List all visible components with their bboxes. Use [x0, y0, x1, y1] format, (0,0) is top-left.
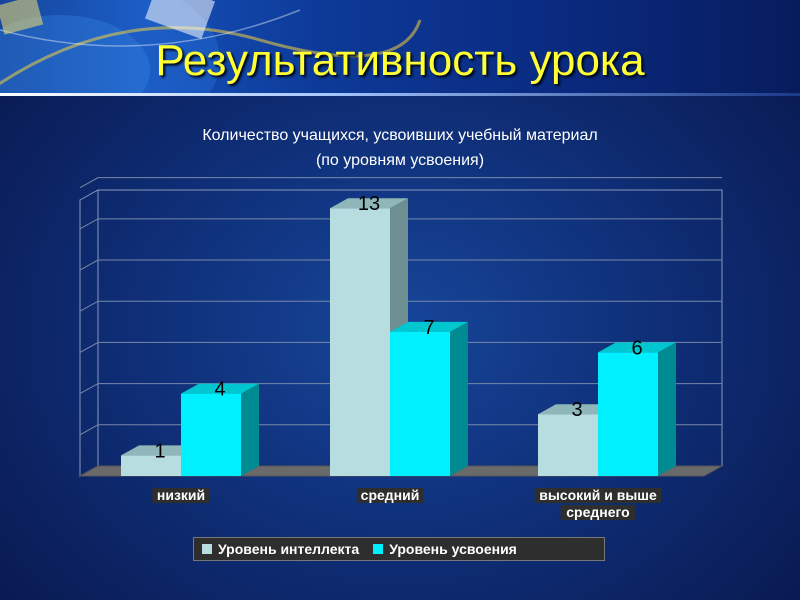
- gridline: [79, 341, 722, 353]
- legend-label-series-2: Уровень усвоения: [389, 541, 517, 557]
- category-label-3-line-1: высокий и выше: [539, 487, 657, 503]
- data-label-s1-c1: 1: [154, 440, 165, 462]
- bar-side-s2-c1: [241, 383, 259, 476]
- bar-s1-c1: [121, 455, 181, 476]
- legend-swatch-series-1: [202, 544, 212, 554]
- bar-s1-c3: [538, 414, 598, 476]
- category-label-1-line-1: низкий: [157, 487, 205, 503]
- bar-top-s2-c2: [390, 321, 468, 332]
- bar-top-s1-c3: [538, 404, 616, 415]
- header-decoration: [0, 0, 422, 95]
- bar-s1-c2: [330, 208, 390, 476]
- header-banner: Результативность урока: [0, 0, 800, 95]
- bar-top-s1-c2: [330, 198, 408, 209]
- data-label-s1-c2: 13: [358, 193, 380, 215]
- bar-top-s2-c3: [598, 342, 676, 353]
- legend-label-series-1: Уровень интеллекта: [218, 541, 360, 557]
- category-label-bg: [152, 488, 210, 503]
- chart-title-line-1: Количество учащихся, усвоивших учебный м…: [202, 127, 598, 144]
- data-label-s2-c3: 6: [631, 337, 642, 359]
- data-label-s2-c1: 4: [214, 379, 225, 401]
- gridline: [79, 259, 722, 271]
- chart-legend: Уровень интеллекта Уровень усвоения: [193, 537, 605, 561]
- chart-title-line-2: (по уровням усвоения): [315, 152, 485, 169]
- category-label-bg: [560, 505, 636, 520]
- gridline: [79, 177, 722, 189]
- category-label-bg: [356, 488, 424, 503]
- bar-top-s2-c1: [181, 383, 259, 394]
- category-label-bg: [534, 488, 662, 503]
- gridline: [79, 424, 722, 436]
- bar-top-s1-c1: [121, 445, 199, 456]
- bar-s2-c2: [390, 331, 450, 476]
- gridline: [79, 383, 722, 395]
- bar-s2-c3: [598, 352, 658, 476]
- bar-s2-c1: [181, 393, 241, 476]
- bar-side-s2-c2: [450, 321, 468, 476]
- data-label-s1-c3: 3: [571, 399, 582, 421]
- bar-side-s2-c3: [658, 342, 676, 476]
- legend-item-series-2: Уровень усвоения: [373, 541, 517, 557]
- page-title: Результативность урока: [155, 36, 645, 85]
- category-label-2-line-1: средний: [361, 487, 420, 503]
- gridline: [79, 300, 722, 312]
- legend-item-series-1: Уровень интеллекта: [202, 541, 359, 557]
- gridline: [79, 218, 722, 230]
- category-label-3-line-2: среднего: [566, 504, 629, 520]
- chart-title: Количество учащихся, усвоивших учебный м…: [120, 123, 680, 173]
- data-label-s2-c2: 7: [423, 317, 434, 339]
- legend-swatch-series-2: [373, 544, 384, 554]
- header-divider: [0, 93, 800, 96]
